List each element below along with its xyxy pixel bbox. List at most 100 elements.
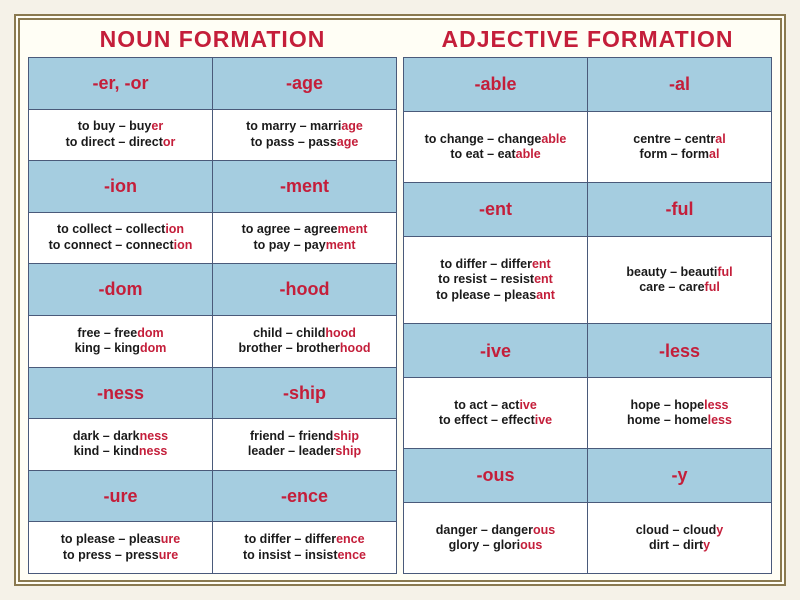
example-line: beauty – beautiful (626, 265, 732, 281)
suffix-cell: -ness (29, 368, 212, 419)
example-base: child – child (253, 326, 325, 340)
example-cell: cloud – cloudydirt – dirty (588, 503, 771, 573)
poster-frame: NOUN FORMATION -er, -or-ageto buy – buye… (14, 14, 786, 586)
example-suffix-highlight: ment (338, 222, 368, 236)
example-suffix-highlight: dom (140, 341, 166, 355)
example-suffix-highlight: ship (335, 444, 361, 458)
example-base: to direct – direct (66, 135, 163, 149)
suffix-cell: -dom (29, 264, 212, 315)
suffix-cell: -ion (29, 161, 212, 212)
example-line: to effect – effective (439, 413, 552, 429)
example-line: to resist – resistent (438, 272, 553, 288)
example-suffix-highlight: ion (165, 222, 184, 236)
suffix-cell: -ship (213, 368, 396, 419)
example-suffix-highlight: er (151, 119, 163, 133)
example-suffix-highlight: age (341, 119, 363, 133)
example-suffix-highlight: ful (705, 280, 720, 294)
noun-panel: NOUN FORMATION -er, -or-ageto buy – buye… (28, 26, 397, 574)
example-line: to direct – director (66, 135, 176, 151)
example-base: to change – change (425, 132, 542, 146)
suffix-cell: -ment (213, 161, 396, 212)
example-suffix-highlight: ous (533, 523, 555, 537)
example-line: free – freedom (77, 326, 163, 342)
example-base: form – form (640, 147, 709, 161)
example-line: dirt – dirty (649, 538, 710, 554)
example-cell: to collect – collection to connect – conn… (29, 213, 212, 264)
example-cell: to marry – marriageto pass – pass age (213, 110, 396, 161)
example-base: to resist – resist (438, 272, 534, 286)
example-suffix-highlight: less (704, 398, 728, 412)
example-cell: child – childhoodbrother – brotherhood (213, 316, 396, 367)
example-line: to pay – payment (253, 238, 355, 254)
example-line: to insist – insistence (243, 548, 366, 564)
suffix-cell: -age (213, 58, 396, 109)
example-suffix-highlight: or (163, 135, 176, 149)
example-base: to pass – pass (251, 135, 337, 149)
example-line: king – kingdom (75, 341, 167, 357)
example-base: to press – press (63, 548, 159, 562)
example-base: to pay – pay (253, 238, 325, 252)
example-base: to effect – effect (439, 413, 535, 427)
example-base: to marry – marri (246, 119, 341, 133)
example-suffix-highlight: y (703, 538, 710, 552)
example-base: to connect – connect (49, 238, 174, 252)
example-base: to eat – eat (450, 147, 515, 161)
example-line: to press – pressure (63, 548, 178, 564)
example-base: dirt – dirt (649, 538, 703, 552)
example-suffix-highlight: hood (340, 341, 371, 355)
example-cell: to differ – differentto resist – resiste… (404, 237, 587, 323)
example-line: to buy – buyer (78, 119, 163, 135)
example-base: to agree – agree (242, 222, 338, 236)
example-line: child – childhood (253, 326, 356, 342)
example-base: home – home (627, 413, 708, 427)
example-base: danger – danger (436, 523, 533, 537)
example-line: to change – changeable (425, 132, 567, 148)
example-base: to please – pleas (436, 288, 536, 302)
example-base: glory – glori (449, 538, 521, 552)
example-line: home – homeless (627, 413, 732, 429)
example-base: to collect – collect (57, 222, 165, 236)
example-base: dark – dark (73, 429, 140, 443)
example-base: kind – kind (74, 444, 139, 458)
suffix-cell: -ure (29, 471, 212, 522)
example-suffix-highlight: al (715, 132, 725, 146)
example-cell: to please – pleasureto press – pressure (29, 522, 212, 573)
suffix-cell: -ful (588, 183, 771, 236)
example-cell: friend – friendshipleader – leadership (213, 419, 396, 470)
example-suffix-highlight: ness (140, 429, 169, 443)
example-line: to differ – different (440, 257, 550, 273)
example-line: brother – brotherhood (239, 341, 371, 357)
example-base: to act – act (454, 398, 519, 412)
example-line: to agree – agreement (242, 222, 368, 238)
example-base: leader – leader (248, 444, 336, 458)
example-base: to differ – differ (244, 532, 336, 546)
example-line: to connect – connection (49, 238, 193, 254)
example-base: brother – brother (239, 341, 340, 355)
example-base: to insist – insist (243, 548, 337, 562)
example-base: care – care (639, 280, 704, 294)
example-base: friend – friend (250, 429, 333, 443)
example-line: to marry – marriage (246, 119, 363, 135)
example-line: glory – glorious (449, 538, 543, 554)
example-suffix-highlight: ent (532, 257, 551, 271)
suffix-cell: -less (588, 324, 771, 377)
example-suffix-highlight: y (716, 523, 723, 537)
example-cell: free – freedomking – kingdom (29, 316, 212, 367)
example-suffix-highlight: ence (336, 532, 365, 546)
example-cell: to act – activeto effect – effective (404, 378, 587, 448)
example-suffix-highlight: ant (536, 288, 555, 302)
example-cell: danger – dangerousglory – glorious (404, 503, 587, 573)
example-base: beauty – beauti (626, 265, 717, 279)
example-suffix-highlight: dom (137, 326, 163, 340)
adjective-title: ADJECTIVE FORMATION (403, 26, 772, 53)
example-cell: dark – darknesskind – kindness (29, 419, 212, 470)
suffix-cell: -able (404, 58, 587, 111)
suffix-cell: -al (588, 58, 771, 111)
example-line: kind – kindness (74, 444, 168, 460)
example-line: leader – leadership (248, 444, 361, 460)
example-suffix-highlight: ure (159, 548, 178, 562)
example-line: centre – central (633, 132, 725, 148)
example-suffix-highlight: ment (326, 238, 356, 252)
noun-title: NOUN FORMATION (28, 26, 397, 53)
suffix-cell: -ive (404, 324, 587, 377)
